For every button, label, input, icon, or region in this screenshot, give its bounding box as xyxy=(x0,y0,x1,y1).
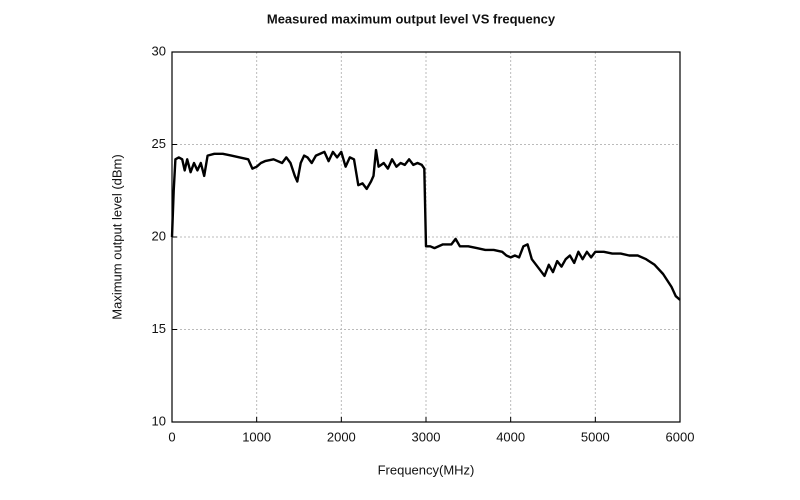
y-tick-label: 10 xyxy=(152,413,166,428)
y-tick-label: 20 xyxy=(152,228,166,243)
x-tick-label: 5000 xyxy=(581,429,610,444)
y-tick-label: 15 xyxy=(152,321,166,336)
x-tick-label: 3000 xyxy=(412,429,441,444)
x-tick-label: 6000 xyxy=(666,429,695,444)
y-tick-label: 25 xyxy=(152,136,166,151)
x-axis-label: Frequency(MHz) xyxy=(378,462,475,477)
x-tick-label: 0 xyxy=(168,429,175,444)
x-tick-label: 1000 xyxy=(242,429,271,444)
y-axis-label: Maximum output level (dBm) xyxy=(109,154,124,319)
y-tick-label: 30 xyxy=(152,43,166,58)
data-line xyxy=(170,148,681,301)
x-tick-label: 4000 xyxy=(496,429,525,444)
x-tick-label: 2000 xyxy=(327,429,356,444)
chart-title: Measured maximum output level VS frequen… xyxy=(267,11,556,26)
